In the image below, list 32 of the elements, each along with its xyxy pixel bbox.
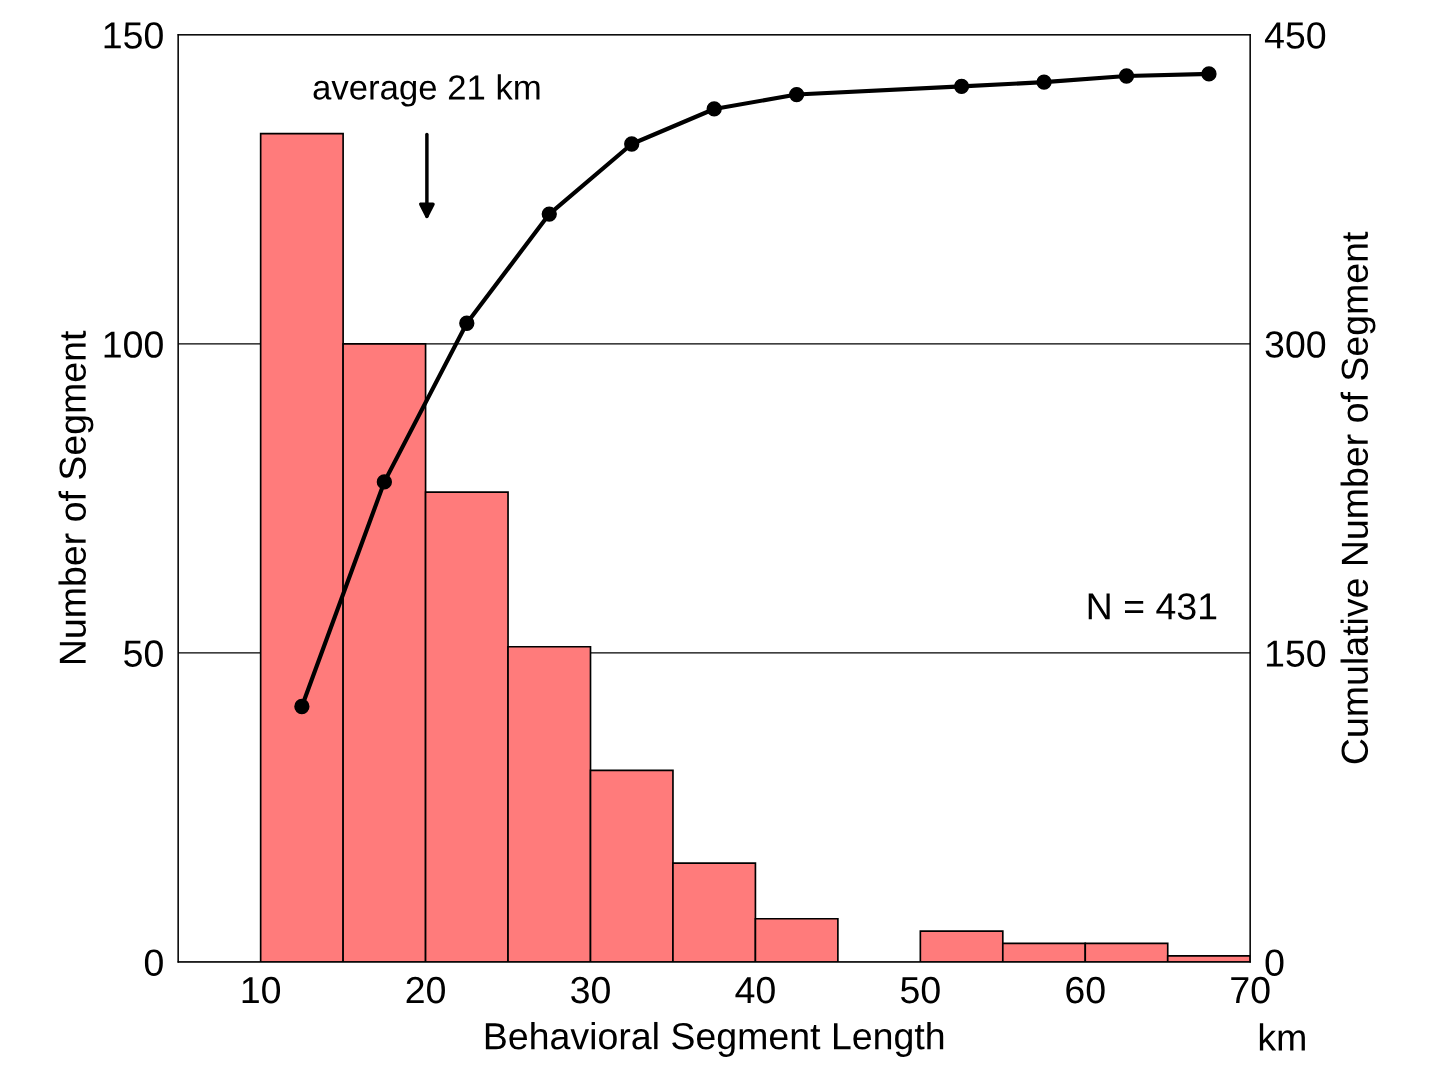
y-tick-label: 50 — [124, 640, 163, 667]
point — [789, 86, 805, 103]
point — [1036, 74, 1052, 90]
point — [294, 698, 310, 715]
y2-axis-title: Cumulative Number of Segment — [1340, 231, 1376, 764]
text: km — [1259, 1023, 1305, 1051]
y2-tick-label: 300 — [1265, 331, 1326, 358]
y-axis-title: Number of Segment — [58, 330, 94, 664]
y-tick-label: 0 — [144, 949, 163, 976]
point — [541, 206, 557, 222]
y-tick-label: 150 — [104, 22, 163, 49]
x-tick-label: 30 — [571, 976, 610, 1004]
annotation: average 21 km — [313, 74, 540, 107]
x-tick-label: 70 — [1231, 976, 1270, 1004]
point — [1201, 66, 1217, 82]
y-tick-label: 100 — [104, 331, 163, 358]
x-tick-label: 20 — [406, 976, 445, 1004]
x-tick-label: 10 — [242, 976, 281, 1004]
point — [706, 101, 722, 117]
y2-tick-label: 450 — [1264, 22, 1326, 49]
y2-tick-label: 0 — [1265, 949, 1284, 976]
y2-tick-label: 150 — [1266, 640, 1326, 667]
annotation: N = 431 — [1088, 593, 1217, 620]
x-axis-title: Behavioral Segment Length — [485, 1021, 944, 1057]
x-tick-label: 40 — [735, 976, 775, 1004]
point — [953, 78, 970, 94]
point — [624, 136, 640, 152]
point — [1118, 68, 1135, 84]
point — [376, 474, 392, 490]
x-tick-label: 60 — [1066, 976, 1105, 1004]
x-tick-label: 50 — [900, 976, 940, 1004]
point — [459, 315, 475, 331]
